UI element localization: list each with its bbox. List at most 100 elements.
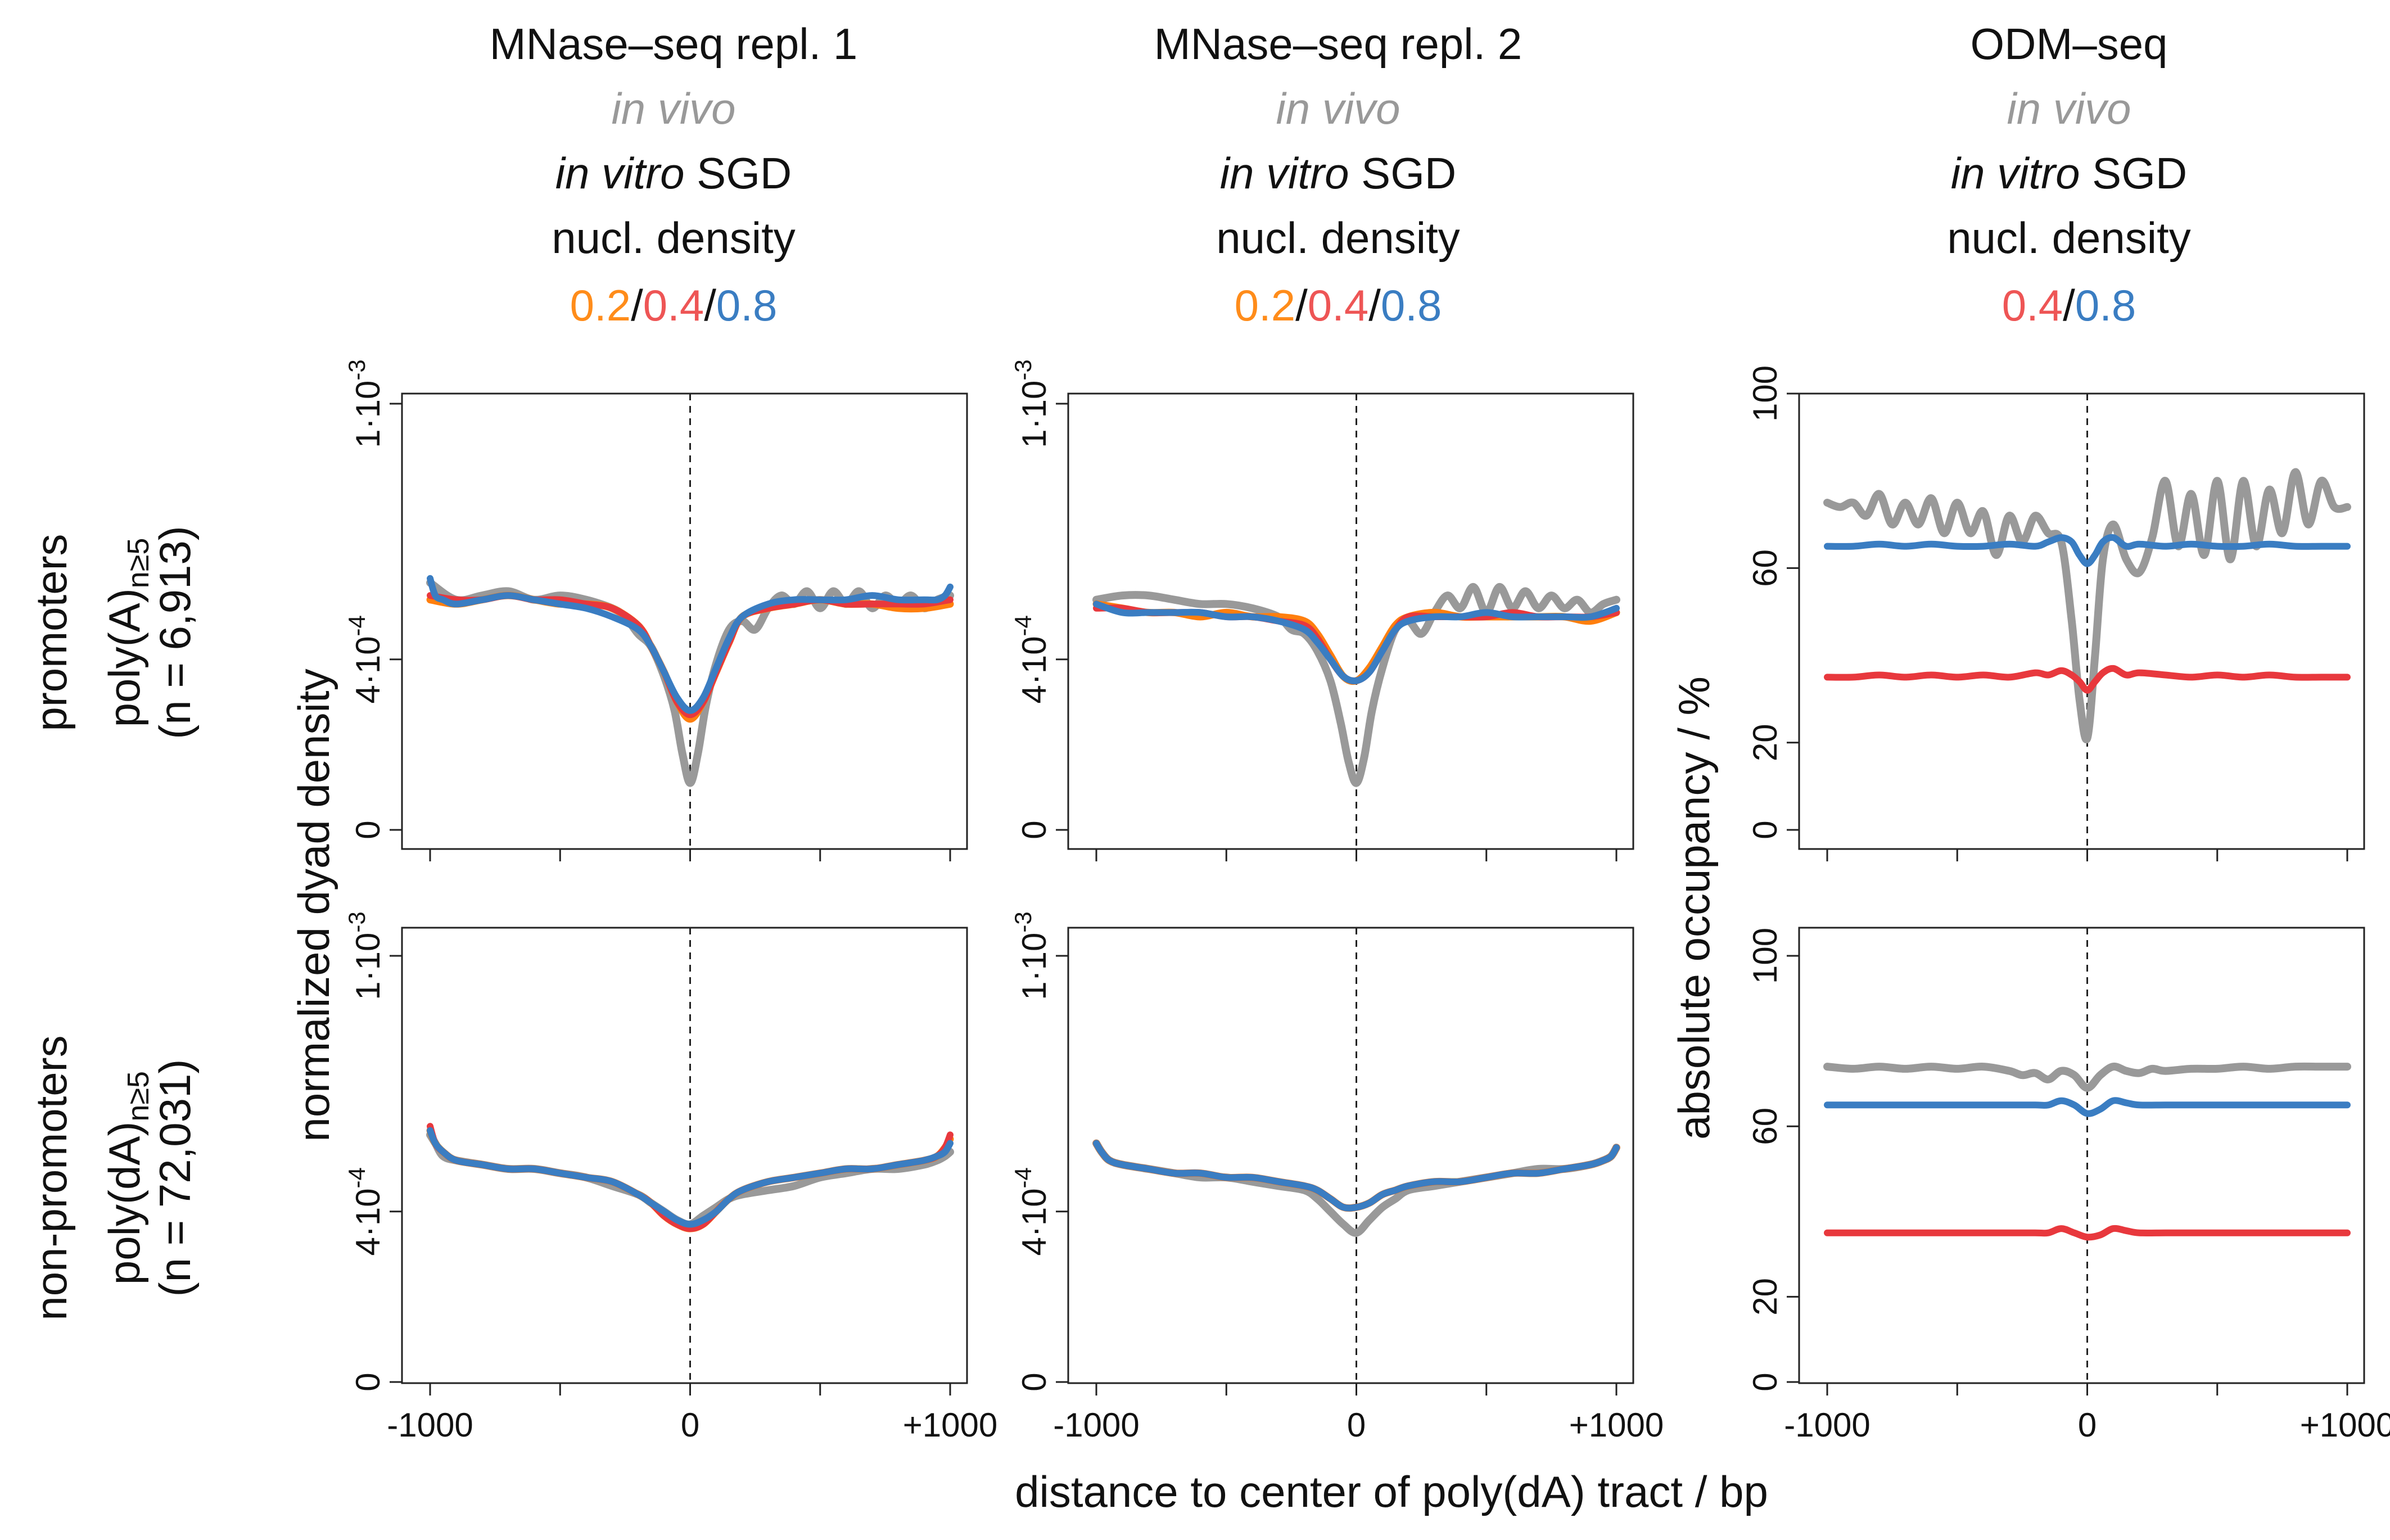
row-1-label-polya: poly(A)n≥5	[100, 538, 155, 728]
y-tick-exponent: -4	[1010, 615, 1036, 636]
y-tick-label: 0	[1746, 820, 1784, 839]
y-tick-label: 0	[1015, 1372, 1053, 1391]
y-tick-label: 100	[1746, 365, 1784, 422]
x-tick-label: +1000	[903, 1406, 998, 1444]
nucl-density-label: nucl. density	[552, 213, 796, 263]
density-values: 0.4/0.8	[2002, 281, 2136, 330]
x-tick-label: 0	[2078, 1406, 2097, 1444]
y-tick-label: 60	[1746, 1108, 1784, 1145]
sgd-text: SGD	[1349, 148, 1457, 198]
column-title: MNase–seq repl. 1	[490, 19, 858, 69]
row-2-polyda-subscript: n≥5	[121, 1071, 155, 1122]
density-0-8: 0.8	[2075, 281, 2136, 330]
density-0-2: 0.2	[1235, 281, 1295, 330]
row-2-label-non-promoters: non-promoters	[26, 1035, 76, 1320]
in-vivo-label: in vivo	[2007, 84, 2131, 133]
y-tick-mantissa: 0	[349, 820, 387, 839]
x-axis-label: distance to center of poly(dA) tract / b…	[1015, 1467, 1768, 1516]
in-vitro-text: in vitro	[555, 148, 685, 198]
plot-frame	[1067, 927, 1634, 1384]
slash-separator: /	[2063, 281, 2075, 330]
sgd-text: SGD	[2080, 148, 2188, 198]
x-tick-label: -1000	[1784, 1406, 1870, 1444]
y-tick-label: 1·10-3	[344, 359, 387, 448]
row-2-label-count: (n = 72,031)	[150, 1059, 200, 1297]
series-line-in-vivo	[1092, 582, 1620, 787]
density-values: 0.2/0.4/0.8	[1235, 281, 1442, 330]
density-0-4: 0.4	[643, 281, 704, 330]
series-line-in-vivo	[1823, 1062, 2351, 1092]
y-tick-exponent: -4	[344, 615, 370, 636]
density-0-8: 0.8	[1381, 281, 1442, 330]
series-line-d08	[1824, 534, 2351, 567]
x-tick-label: 0	[1347, 1406, 1366, 1444]
slash-separator: /	[631, 281, 643, 330]
y-tick-label: 0	[349, 820, 387, 839]
row-1-label-count: (n = 6,913)	[150, 526, 200, 739]
series-line-d04	[1824, 665, 2351, 694]
slash-separator: /	[704, 281, 716, 330]
y-tick-mantissa: 4·10	[349, 1188, 387, 1256]
y-tick-label: 1·10-3	[344, 911, 387, 1000]
nucl-density-label: nucl. density	[1216, 213, 1460, 263]
column-header-2: MNase–seq repl. 2 in vivo in vitro SGD nucl…	[1154, 19, 1522, 330]
y-tick-label: 1·10-3	[1010, 911, 1053, 1000]
series-line-d08	[1093, 1140, 1620, 1212]
slash-separator: /	[1295, 281, 1308, 330]
panel-1: 0 4·10-4 1·10-3	[344, 359, 968, 861]
y-axis-label-right: absolute occupancy / %	[1669, 676, 1719, 1140]
density-values: 0.2/0.4/0.8	[570, 281, 778, 330]
panel-3: 0 20 60 100	[1746, 365, 2365, 861]
y-tick-exponent: -3	[1010, 359, 1036, 380]
y-tick-label: 60	[1746, 549, 1784, 587]
row-labels: promoters poly(A)n≥5 (n = 6,913) non-pro…	[26, 526, 200, 1320]
y-tick-label: 4·10-4	[344, 615, 387, 703]
density-0-8: 0.8	[716, 281, 777, 330]
y-tick-exponent: -3	[344, 911, 370, 932]
row-2-label-polyda: poly(dA)n≥5	[100, 1071, 155, 1285]
y-tick-mantissa: 1·10	[1015, 381, 1053, 448]
column-header-1: MNase–seq repl. 1 in vivo in vitro SGD nucl…	[490, 19, 858, 330]
plot-frame	[1798, 392, 2365, 850]
y-tick-label: 4·10-4	[344, 1167, 387, 1256]
plot-frame	[401, 927, 968, 1384]
x-tick-label: +1000	[1569, 1406, 1664, 1444]
series-line-d08	[1824, 1097, 2351, 1117]
in-vitro-sgd-label: in vitro SGD	[555, 148, 792, 198]
plot-frame	[1798, 927, 2365, 1384]
y-tick-label: 4·10-4	[1010, 615, 1053, 703]
in-vivo-label: in vivo	[611, 84, 735, 133]
y-tick-label: 0	[1015, 820, 1053, 839]
y-tick-label: 4·10-4	[1010, 1167, 1053, 1256]
y-tick-mantissa: 0	[1015, 820, 1053, 839]
y-tick-mantissa: 4·10	[1015, 1188, 1053, 1256]
nucl-density-label: nucl. density	[1947, 213, 2191, 263]
column-header-3: ODM–seq in vivo in vitro SGD nucl. density 0…	[1947, 19, 2191, 330]
y-tick-exponent: -4	[344, 1167, 370, 1188]
in-vitro-sgd-label: in vitro SGD	[1951, 148, 2187, 198]
y-tick-mantissa: 0	[1015, 1372, 1053, 1391]
series-line-d08	[427, 575, 954, 714]
series-line-d08	[1093, 600, 1620, 685]
row-2-polyda-text: poly(dA)	[100, 1122, 149, 1285]
y-tick-mantissa: 0	[349, 1372, 387, 1391]
row-1-polya-subscript: n≥5	[121, 538, 155, 589]
x-tick-label: -1000	[387, 1406, 473, 1444]
x-tick-label: +1000	[2300, 1406, 2390, 1444]
in-vivo-label: in vivo	[1276, 84, 1400, 133]
y-tick-label: 1·10-3	[1010, 359, 1053, 448]
y-tick-label: 100	[1746, 928, 1784, 984]
y-tick-mantissa: 1·10	[349, 381, 387, 448]
y-tick-label: 20	[1746, 724, 1784, 761]
column-headers: MNase–seq repl. 1 in vivo in vitro SGD nucl…	[490, 19, 2191, 330]
x-tick-label: -1000	[1053, 1406, 1139, 1444]
panel-2: 0 4·10-4 1·10-3	[1010, 359, 1634, 861]
column-title: MNase–seq repl. 2	[1154, 19, 1522, 69]
y-tick-mantissa: 1·10	[1015, 933, 1053, 1000]
row-1-polya-text: poly(A)	[100, 588, 149, 727]
